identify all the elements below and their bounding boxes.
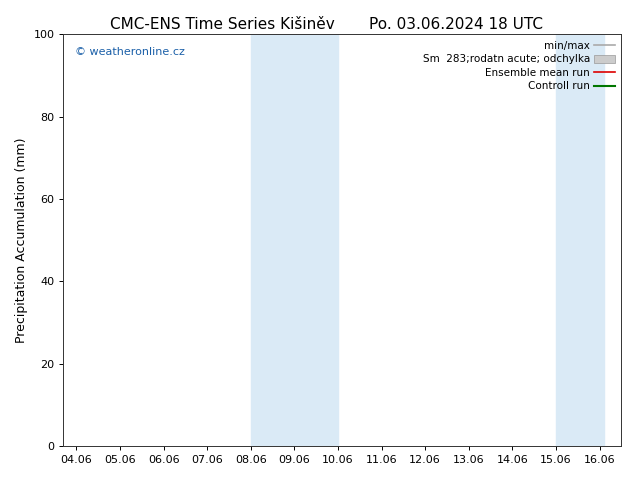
Y-axis label: Precipitation Accumulation (mm): Precipitation Accumulation (mm) bbox=[15, 137, 28, 343]
Text: CMC-ENS Time Series Kišiněv: CMC-ENS Time Series Kišiněv bbox=[110, 17, 334, 32]
Text: Po. 03.06.2024 18 UTC: Po. 03.06.2024 18 UTC bbox=[370, 17, 543, 32]
Text: © weatheronline.cz: © weatheronline.cz bbox=[75, 47, 184, 57]
Bar bbox=[556, 34, 604, 446]
Bar bbox=[251, 34, 338, 446]
Legend: min/max, Sm  283;rodatn acute; odchylka, Ensemble mean run, Controll run: min/max, Sm 283;rodatn acute; odchylka, … bbox=[418, 36, 619, 96]
